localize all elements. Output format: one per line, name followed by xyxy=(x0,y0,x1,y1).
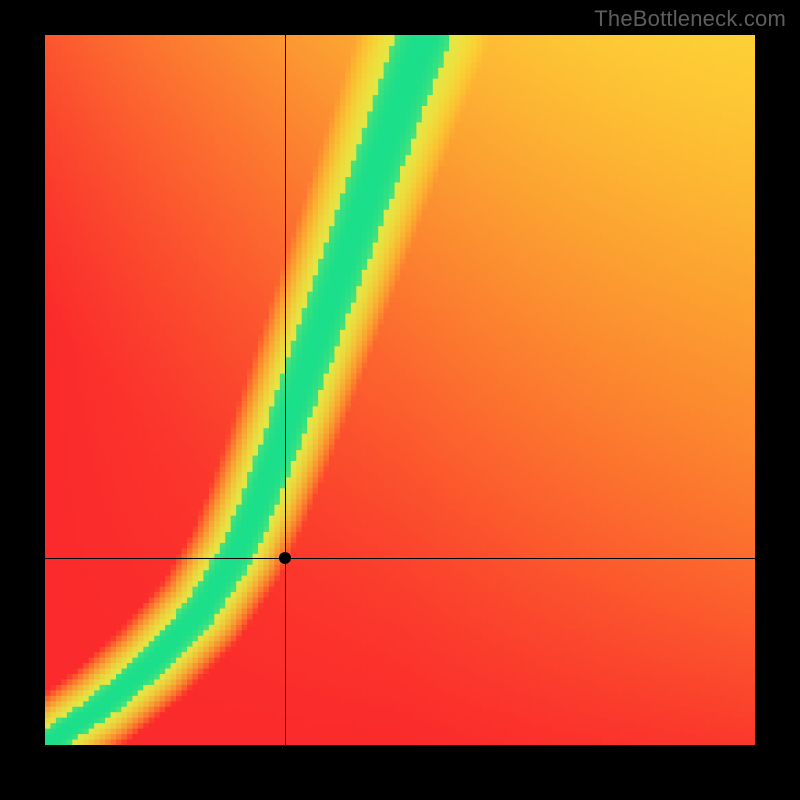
crosshair-horizontal xyxy=(45,558,755,559)
watermark-text: TheBottleneck.com xyxy=(594,6,786,32)
point-marker xyxy=(279,552,291,564)
heatmap-plot xyxy=(45,35,755,745)
crosshair-vertical xyxy=(285,35,286,745)
heatmap-svg xyxy=(45,35,755,745)
